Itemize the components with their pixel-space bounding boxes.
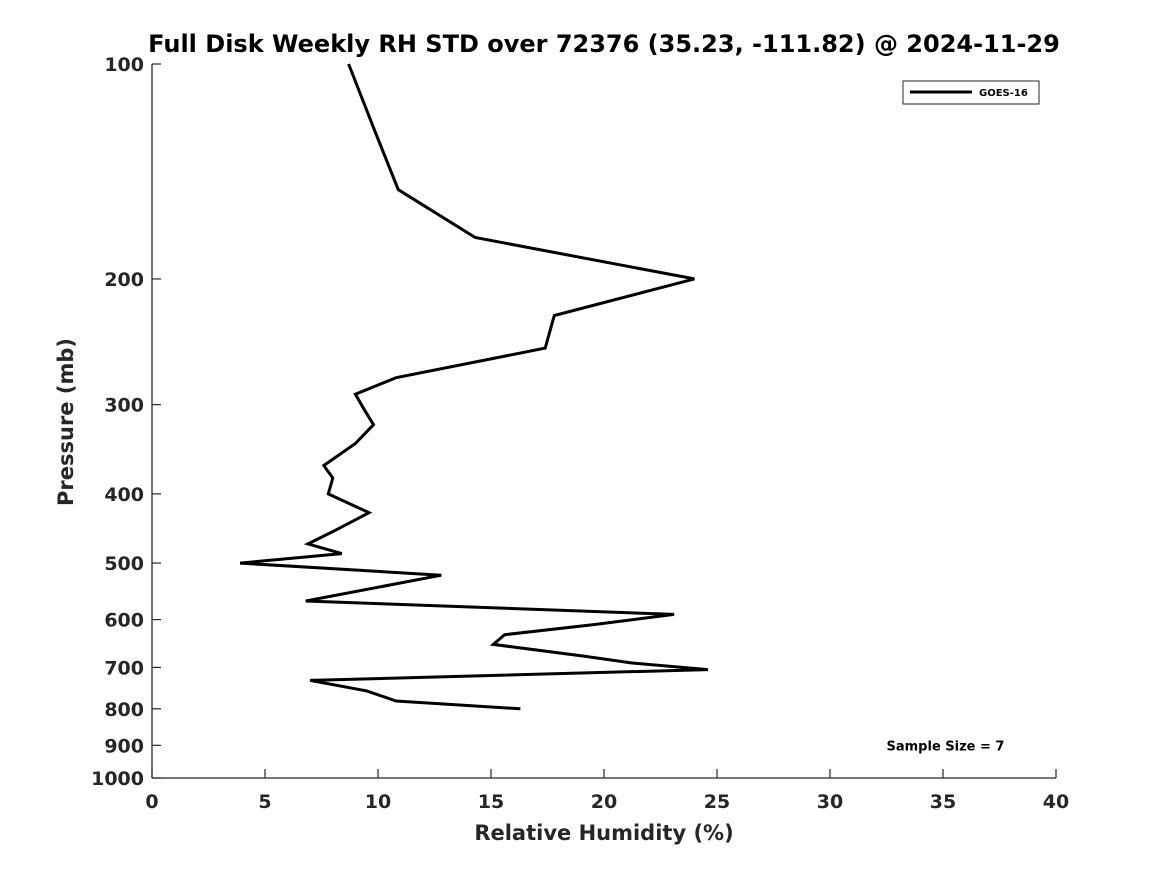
x-tick-label: 0 — [145, 791, 158, 813]
axes — [151, 64, 1056, 779]
legend: GOES-16 — [902, 80, 1040, 105]
y-tick-label: 200 — [104, 269, 144, 291]
y-tick-label: 300 — [104, 395, 144, 417]
sample-size-annotation: Sample Size = 7 — [887, 739, 1005, 754]
y-tick-label: 1000 — [91, 768, 144, 790]
x-tick-label: 15 — [478, 791, 504, 813]
x-tick-label: 25 — [704, 791, 730, 813]
y-tick-label: 700 — [104, 657, 144, 679]
x-tick-label: 40 — [1043, 791, 1069, 813]
y-axis-label: Pressure (mb) — [54, 338, 78, 506]
x-tick-label: 35 — [930, 791, 956, 813]
y-tick-label: 900 — [104, 735, 144, 757]
legend-label: GOES-16 — [979, 88, 1028, 99]
series-layer — [239, 63, 709, 711]
x-tick-label: 10 — [365, 791, 391, 813]
y-tick-label: 500 — [104, 553, 144, 575]
y-tick-label: 400 — [104, 484, 144, 506]
series-line-goes-16 — [239, 63, 709, 711]
y-tick-label: 600 — [104, 610, 144, 632]
x-tick-label: 5 — [258, 791, 271, 813]
x-tick-label: 20 — [591, 791, 617, 813]
annotations: Sample Size = 7 — [887, 739, 1005, 754]
x-axis-label: Relative Humidity (%) — [474, 821, 733, 845]
y-tick-label: 800 — [104, 699, 144, 721]
x-axis-ticks: 0 5 10 15 20 25 30 35 40 — [145, 769, 1069, 813]
y-tick-label: 100 — [104, 54, 144, 76]
chart-title: Full Disk Weekly RH STD over 72376 (35.2… — [148, 30, 1060, 58]
x-tick-label: 30 — [817, 791, 843, 813]
y-axis-ticks: 100 200 300 400 500 600 700 800 900 1000 — [91, 54, 161, 790]
